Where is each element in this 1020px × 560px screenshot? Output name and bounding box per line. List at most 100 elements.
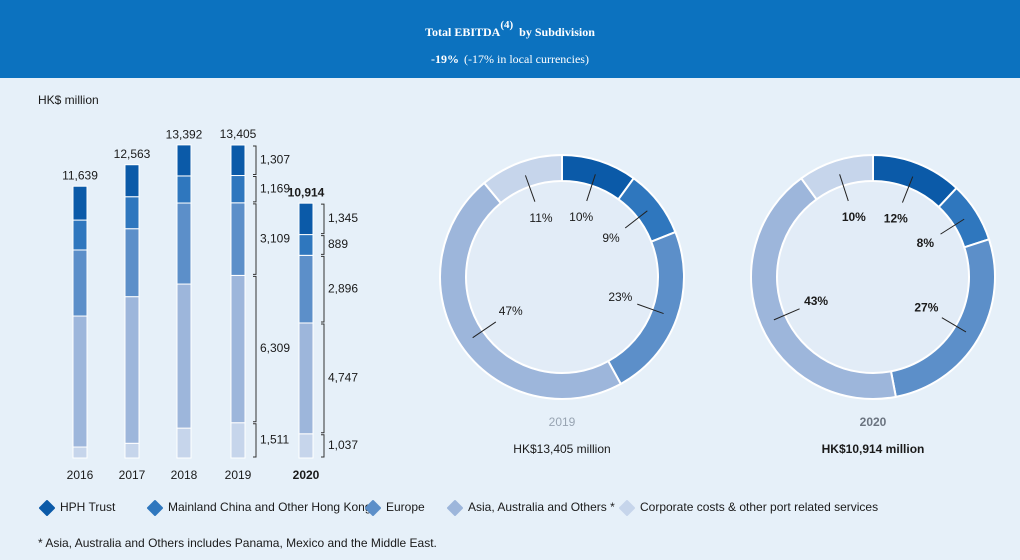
bar-segment: [176, 144, 192, 177]
bar-segment: [124, 228, 140, 298]
donut-slice: [439, 181, 623, 400]
donut-center: [466, 181, 658, 373]
bar-segment: [298, 322, 314, 435]
bar-segment: [124, 296, 140, 444]
bracket: [321, 203, 325, 235]
subtitle: -19% (-17% in local currencies): [431, 52, 589, 66]
bar-segment: [176, 175, 192, 204]
segment-label: 1,037: [328, 438, 358, 452]
leader-line: [941, 317, 967, 333]
slice-label: 47%: [499, 304, 523, 318]
total-label: 13,392: [166, 127, 203, 141]
donut-slice: [482, 153, 563, 205]
title-text: Total EBITDA: [425, 25, 501, 39]
bar-segment: [124, 196, 140, 230]
bar-segment: [176, 202, 192, 285]
leader-line: [472, 321, 497, 339]
chart-title: Total EBITDA(4) by Subdivision: [425, 19, 595, 39]
footnote: * Asia, Australia and Others includes Pa…: [38, 536, 437, 550]
bracket: [253, 423, 257, 458]
x-tick-label: 2019: [225, 468, 252, 482]
bracket: [321, 434, 325, 458]
leader-line: [839, 174, 849, 202]
donut-slice: [799, 153, 874, 201]
bracket: [253, 176, 257, 203]
leader-line: [901, 176, 914, 203]
bar-segment: [298, 254, 314, 324]
title-suffix: by Subdivision: [519, 25, 595, 39]
bar-segment: [230, 202, 246, 276]
unit-label: HK$ million: [38, 93, 99, 107]
segment-label: 6,309: [260, 341, 290, 355]
slice-label: 23%: [608, 290, 632, 304]
segment-label: 3,109: [260, 231, 290, 245]
segment-label: 889: [328, 237, 348, 251]
leader-line: [940, 218, 965, 235]
legend-marker: [147, 500, 163, 516]
slice-label: 10%: [842, 210, 866, 224]
segment-label: 1,307: [260, 152, 290, 166]
bracket: [253, 203, 257, 275]
bracket: [321, 235, 325, 255]
bar-segment: [72, 185, 88, 221]
leader-line: [624, 210, 648, 229]
donut-title: 2020: [860, 415, 887, 429]
bar-segment: [298, 234, 314, 256]
bar-segment: [72, 446, 88, 459]
slice-label: 12%: [884, 212, 908, 226]
donut-subtitle: HK$10,914 million: [822, 442, 925, 456]
total-label: 10,914: [288, 185, 325, 199]
x-tick-label: 2017: [119, 468, 146, 482]
leader-line: [773, 308, 800, 321]
legend-marker: [39, 500, 55, 516]
bar-segment: [230, 175, 246, 204]
leader-line: [524, 175, 536, 202]
bar-segment: [298, 202, 314, 236]
slice-label: 27%: [914, 301, 938, 315]
segment-label: 4,747: [328, 371, 358, 385]
x-tick-label: 2020: [293, 468, 320, 482]
legend-label: Mainland China and Other Hong Kong: [168, 500, 371, 514]
bar-segment: [176, 283, 192, 429]
change-note: (-17% in local currencies): [464, 52, 589, 66]
bar-segment: [298, 433, 314, 459]
bracket: [321, 323, 325, 434]
segment-label: 1,511: [260, 433, 289, 447]
donut-center: [777, 181, 969, 373]
total-label: 13,405: [220, 127, 257, 141]
bar-segment: [124, 442, 140, 459]
slice-label: 11%: [529, 211, 552, 225]
slice-label: 43%: [804, 294, 828, 308]
header-band: [0, 0, 1020, 78]
total-label: 12,563: [114, 147, 151, 161]
x-tick-label: 2016: [67, 468, 94, 482]
legend-label: Asia, Australia and Others *: [468, 500, 615, 514]
legend-marker: [365, 500, 381, 516]
segment-label: 1,169: [260, 181, 290, 195]
legend-label: Corporate costs & other port related ser…: [640, 500, 878, 514]
legend-label: Europe: [386, 500, 425, 514]
bar-segment: [72, 219, 88, 251]
bracket: [253, 275, 257, 423]
slice-label: 10%: [569, 210, 593, 224]
legend-label: HPH Trust: [60, 500, 116, 514]
bracket: [253, 145, 257, 176]
bar-segment: [230, 144, 246, 177]
bracket: [321, 255, 325, 323]
title-note: (4): [500, 19, 513, 31]
segment-label: 2,896: [328, 281, 358, 295]
donut-subtitle: HK$13,405 million: [513, 442, 610, 456]
donut-title: 2019: [549, 415, 576, 429]
change: -19%: [431, 52, 459, 66]
leader-line: [637, 303, 664, 315]
slice-label: 8%: [917, 236, 935, 250]
leader-line: [586, 174, 596, 202]
bar-segment: [230, 422, 246, 459]
x-tick-label: 2018: [171, 468, 198, 482]
bar-segment: [176, 427, 192, 459]
bar-segment: [230, 274, 246, 424]
legend-marker: [619, 500, 635, 516]
segment-label: 1,345: [328, 211, 358, 225]
bar-segment: [124, 164, 140, 198]
